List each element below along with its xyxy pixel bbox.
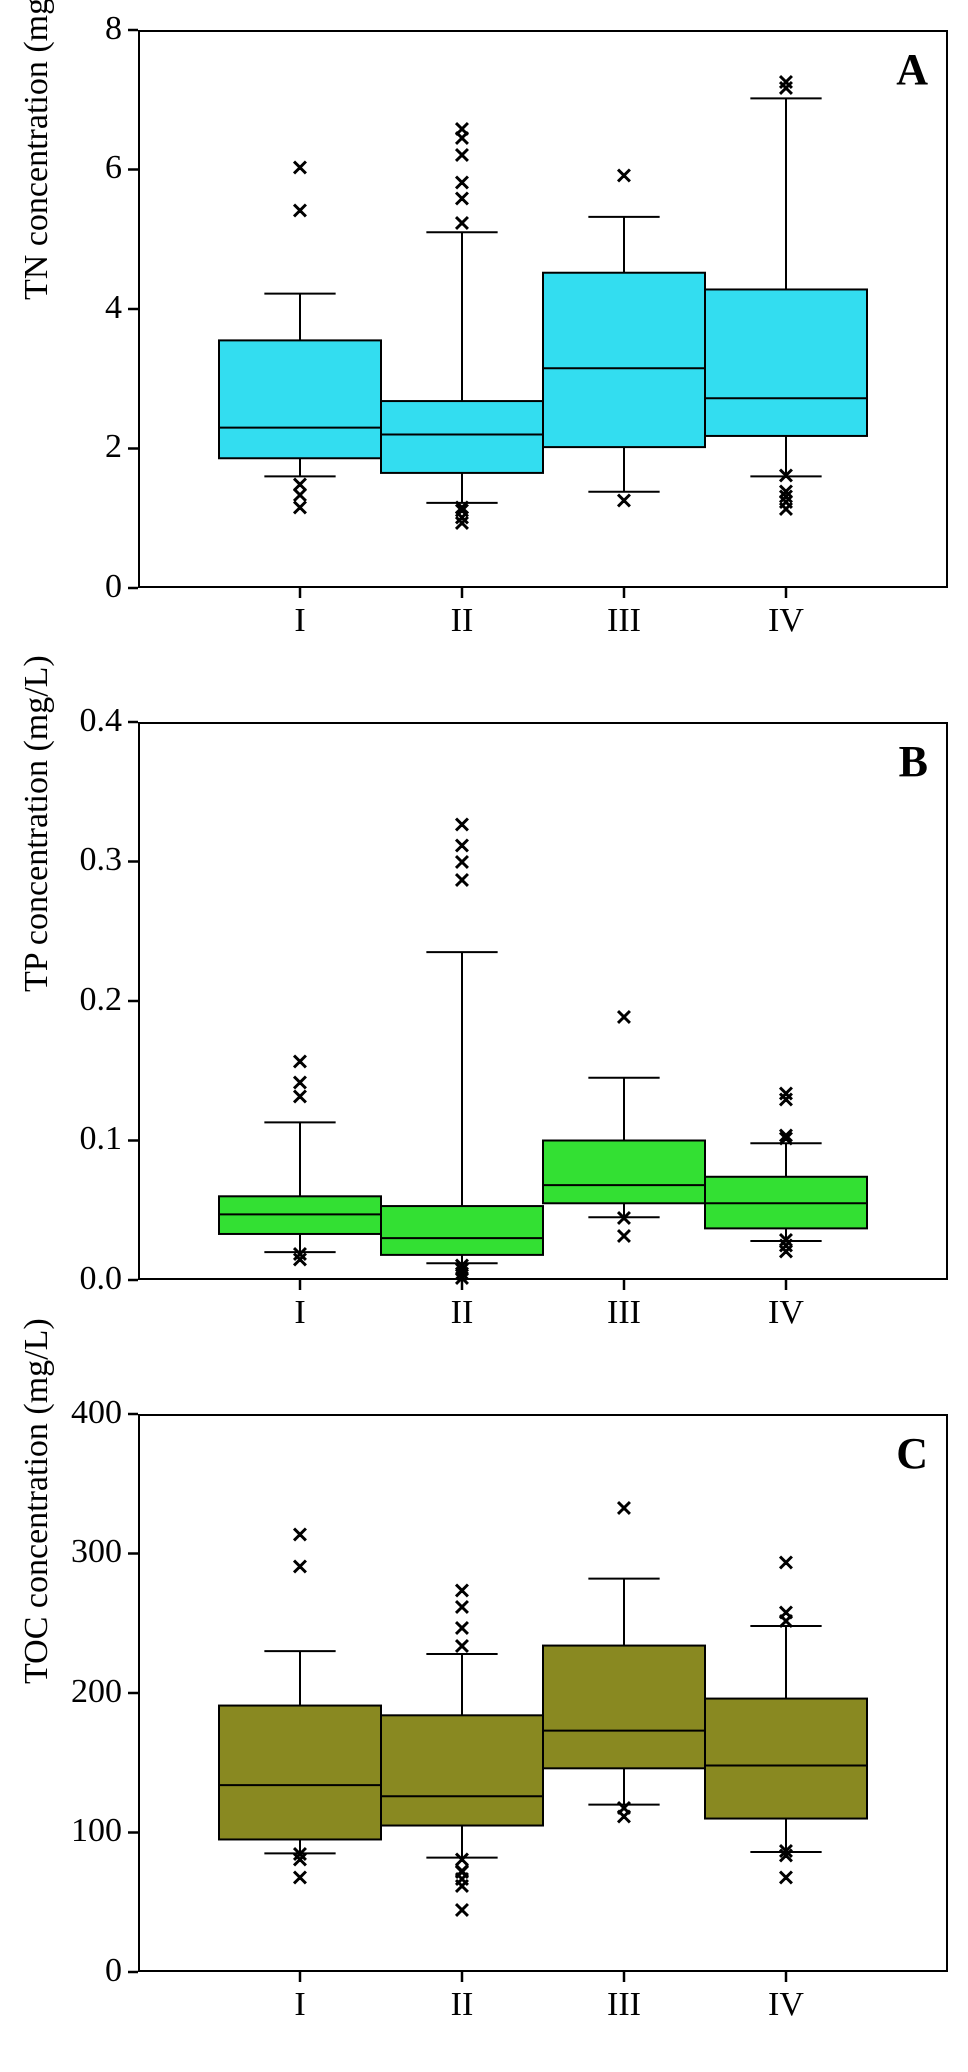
x-tick-label: II (402, 1294, 522, 1332)
svg-text:✕: ✕ (291, 1523, 309, 1548)
plot-svg-b: ✕✕✕✕✕✕✕✕✕✕✕✕✕✕✕✕✕✕✕✕✕✕✕ (138, 722, 948, 1280)
svg-text:✕: ✕ (615, 1796, 633, 1821)
x-tick-label: II (402, 1986, 522, 2024)
panel-letter-a: A (896, 44, 928, 95)
svg-text:✕: ✕ (777, 70, 795, 95)
svg-text:✕: ✕ (291, 199, 309, 224)
y-tick-label: 200 (32, 1673, 122, 1711)
svg-text:✕: ✕ (777, 1866, 795, 1891)
x-tick-label: IV (726, 1294, 846, 1332)
y-tick-label: 0.0 (32, 1260, 122, 1298)
svg-text:✕: ✕ (453, 1898, 471, 1923)
svg-text:✕: ✕ (291, 1242, 309, 1267)
x-tick-label: IV (726, 602, 846, 640)
svg-text:✕: ✕ (777, 1601, 795, 1626)
y-tick-label: 0.1 (32, 1120, 122, 1158)
svg-text:✕: ✕ (291, 496, 309, 521)
y-tick-label: 2 (32, 428, 122, 466)
svg-text:✕: ✕ (453, 1578, 471, 1603)
panel-letter-b: B (899, 736, 928, 787)
x-tick-label: II (402, 602, 522, 640)
plot-svg-c: ✕✕✕✕✕✕✕✕✕✕✕✕✕✕✕✕✕✕✕✕✕✕✕✕ (138, 1414, 948, 1972)
svg-text:✕: ✕ (615, 164, 633, 189)
x-tick-label: IV (726, 1986, 846, 2024)
svg-text:✕: ✕ (453, 1848, 471, 1873)
svg-text:✕: ✕ (291, 1555, 309, 1580)
svg-text:✕: ✕ (615, 1496, 633, 1521)
panel-a: ✕✕✕✕✕✕✕✕✕✕✕✕✕✕✕✕✕✕✕✕✕✕✕✕ TN concentratio… (0, 0, 968, 680)
y-tick-label: 100 (32, 1812, 122, 1850)
svg-text:✕: ✕ (777, 1082, 795, 1107)
svg-text:✕: ✕ (453, 1253, 471, 1278)
svg-text:✕: ✕ (777, 1839, 795, 1864)
svg-text:✕: ✕ (615, 1206, 633, 1231)
svg-text:✕: ✕ (291, 1842, 309, 1867)
y-tick-label: 4 (32, 289, 122, 327)
svg-text:✕: ✕ (453, 496, 471, 521)
svg-text:✕: ✕ (777, 464, 795, 489)
x-tick-label: III (564, 1294, 684, 1332)
svg-text:✕: ✕ (453, 812, 471, 837)
svg-text:✕: ✕ (291, 1050, 309, 1075)
svg-text:✕: ✕ (453, 171, 471, 196)
x-tick-label: III (564, 602, 684, 640)
svg-text:✕: ✕ (777, 1550, 795, 1575)
svg-text:✕: ✕ (615, 489, 633, 514)
panel-letter-c: C (896, 1428, 928, 1479)
y-tick-label: 6 (32, 149, 122, 187)
y-tick-label: 0.2 (32, 981, 122, 1019)
svg-text:✕: ✕ (291, 155, 309, 180)
svg-text:✕: ✕ (777, 1124, 795, 1149)
plot-svg-a: ✕✕✕✕✕✕✕✕✕✕✕✕✕✕✕✕✕✕✕✕✕✕✕✕ (138, 30, 948, 588)
y-tick-label: 400 (32, 1394, 122, 1432)
panel-c: ✕✕✕✕✕✕✕✕✕✕✕✕✕✕✕✕✕✕✕✕✕✕✕✕ TOC concentrati… (0, 1384, 968, 2064)
x-tick-label: I (240, 602, 360, 640)
x-tick-label: I (240, 1294, 360, 1332)
svg-text:✕: ✕ (615, 1005, 633, 1030)
y-tick-label: 0.3 (32, 841, 122, 879)
y-tick-label: 0 (32, 1952, 122, 1990)
y-tick-label: 0 (32, 568, 122, 606)
y-tick-label: 0.4 (32, 702, 122, 740)
x-tick-label: III (564, 1986, 684, 2024)
y-tick-label: 8 (32, 10, 122, 48)
y-tick-label: 300 (32, 1533, 122, 1571)
x-tick-label: I (240, 1986, 360, 2024)
svg-text:✕: ✕ (453, 211, 471, 236)
svg-text:✕: ✕ (777, 1228, 795, 1253)
svg-text:✕: ✕ (453, 117, 471, 142)
panel-b: ✕✕✕✕✕✕✕✕✕✕✕✕✕✕✕✕✕✕✕✕✕✕✕ TP concentration… (0, 692, 968, 1372)
